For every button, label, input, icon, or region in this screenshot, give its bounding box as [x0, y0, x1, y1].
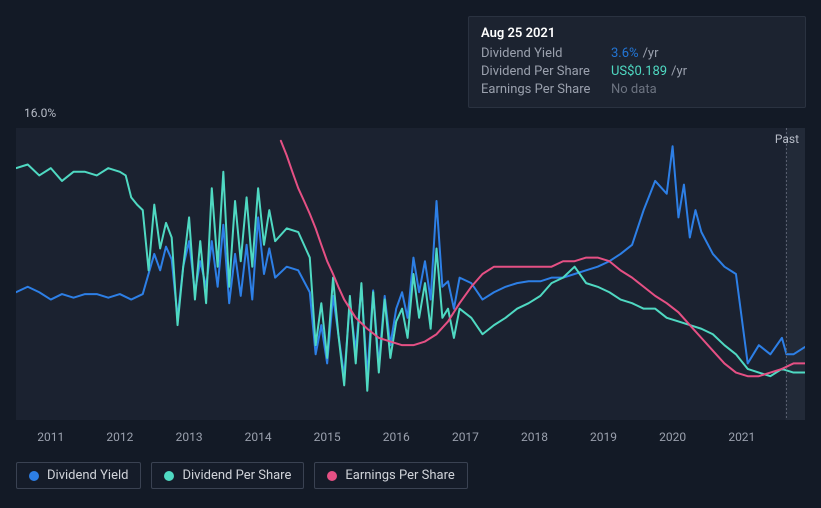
tooltip-row: Earnings Per Share No data	[481, 81, 793, 99]
legend-label: Dividend Per Share	[182, 468, 291, 483]
x-axis-tick: 2015	[314, 430, 341, 444]
legend-label: Dividend Yield	[47, 468, 128, 483]
hover-tooltip: Aug 25 2021 Dividend Yield 3.6% /yr Divid…	[468, 16, 806, 108]
x-axis-tick: 2017	[452, 430, 479, 444]
legend-dot	[327, 471, 337, 481]
x-axis-tick: 2012	[106, 430, 133, 444]
x-axis-tick: 2013	[176, 430, 203, 444]
legend-dot	[29, 471, 39, 481]
x-axis-tick: 2019	[590, 430, 617, 444]
x-axis-tick: 2014	[245, 430, 272, 444]
past-label: Past	[775, 132, 799, 146]
tooltip-date: Aug 25 2021	[481, 25, 793, 43]
x-axis-tick: 2021	[728, 430, 755, 444]
tooltip-suffix: /yr	[671, 64, 687, 79]
tooltip-row: Dividend Per Share US$0.189/yr	[481, 63, 793, 81]
legend-item-earnings-per-share[interactable]: Earnings Per Share	[314, 462, 467, 489]
y-axis-label-max: 16.0%	[24, 106, 56, 120]
chart-svg	[16, 128, 805, 420]
x-axis-tick: 2018	[521, 430, 548, 444]
tooltip-label: Earnings Per Share	[481, 81, 611, 99]
x-axis-labels: 2011 2012 2013 2014 2015 2016 2017 2018 2019 2020…	[0, 430, 821, 446]
tooltip-row: Dividend Yield 3.6% /yr	[481, 45, 793, 63]
legend-item-dividend-per-share[interactable]: Dividend Per Share	[151, 462, 304, 489]
chart-plot-area[interactable]: Past	[16, 128, 805, 420]
x-axis-tick: 2016	[383, 430, 410, 444]
legend-item-dividend-yield[interactable]: Dividend Yield	[16, 462, 141, 489]
series-earnings_per_share	[281, 141, 805, 376]
x-axis-tick: 2011	[37, 430, 64, 444]
tooltip-label: Dividend Yield	[481, 45, 611, 63]
tooltip-value: 3.6%	[611, 46, 639, 61]
tooltip-label: Dividend Per Share	[481, 63, 611, 81]
tooltip-value: US$0.189	[611, 64, 667, 79]
series-dividend_yield	[16, 146, 805, 376]
legend-label: Earnings Per Share	[345, 468, 454, 483]
tooltip-suffix: /yr	[643, 46, 659, 61]
x-axis-tick: 2020	[659, 430, 686, 444]
tooltip-value: No data	[611, 82, 657, 97]
legend-dot	[164, 471, 174, 481]
chart-legend: Dividend Yield Dividend Per Share Earnin…	[16, 462, 468, 489]
